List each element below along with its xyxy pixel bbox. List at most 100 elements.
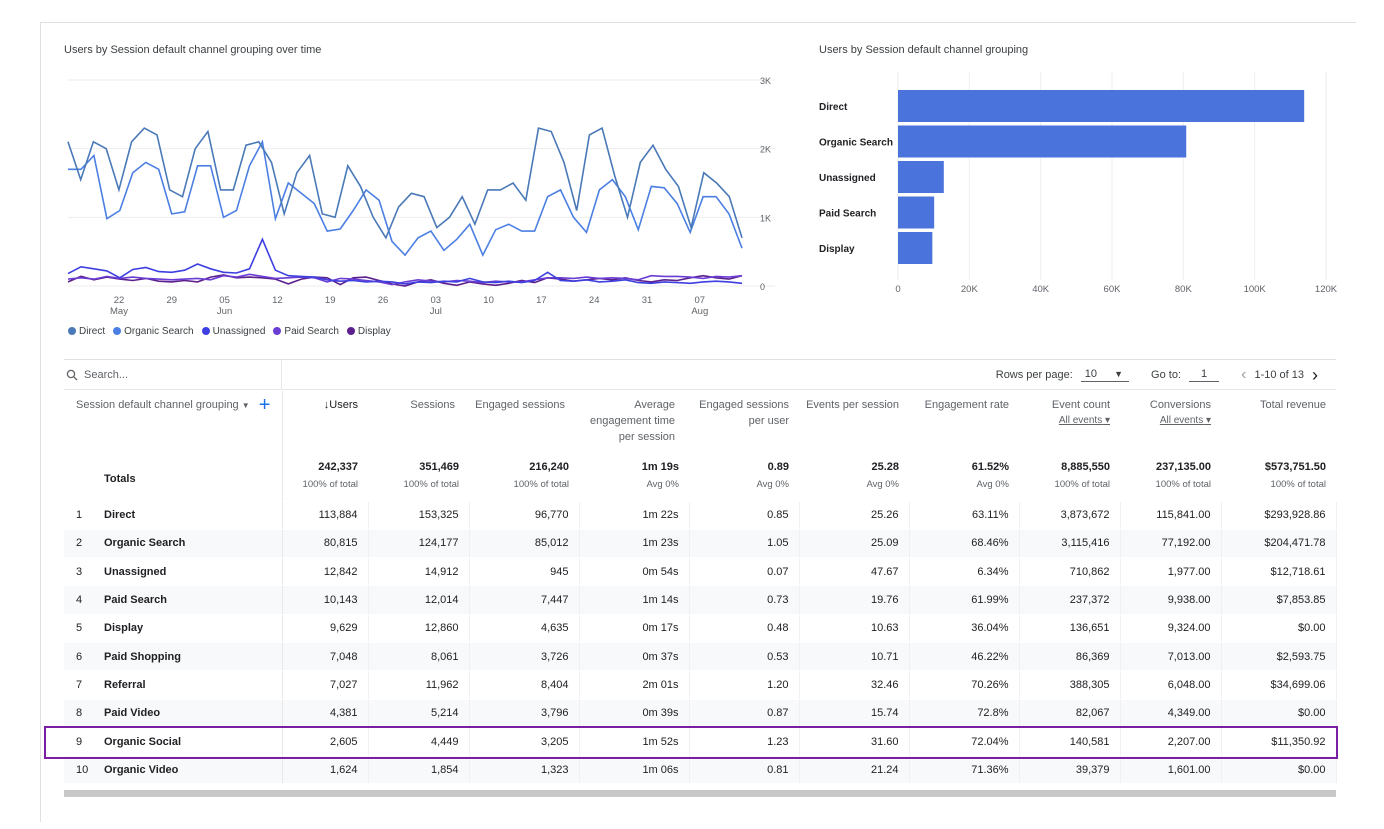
- table-row[interactable]: 1 Direct 113,884 153,325 96,770 1m 22s 0.85 25.…: [64, 501, 1337, 530]
- metric-cell: 1,624: [282, 755, 369, 785]
- legend-dot: [113, 327, 122, 335]
- x-tick-label: 20K: [961, 284, 979, 295]
- total-cell: 351,469 100% of total: [368, 455, 470, 502]
- next-page-icon[interactable]: ›: [1312, 364, 1318, 385]
- legend-item[interactable]: Display: [346, 326, 391, 337]
- channel-name[interactable]: Direct: [100, 501, 283, 530]
- dimension-header[interactable]: Session default channel grouping ▼ +: [64, 391, 283, 455]
- prev-page-icon[interactable]: ‹: [1241, 366, 1247, 383]
- x-tick-day: 24: [589, 295, 600, 306]
- total-cell: 1m 19s Avg 0%: [579, 455, 690, 502]
- goto-input[interactable]: 1: [1189, 368, 1220, 382]
- channel-name[interactable]: Unassigned: [100, 557, 283, 587]
- total-subtext: Avg 0%: [866, 479, 900, 490]
- totals-label: Totals: [64, 455, 283, 502]
- metric-cell: 0.85: [689, 501, 800, 530]
- channel-name[interactable]: Organic Search: [100, 529, 283, 559]
- column-header[interactable]: Engagement rate: [909, 391, 1019, 455]
- metric-cell: 70.26%: [909, 670, 1020, 700]
- y-tick-label: 2K: [760, 145, 771, 155]
- channel-name[interactable]: Display: [100, 614, 283, 643]
- total-cell: 216,240 100% of total: [469, 455, 580, 502]
- column-header[interactable]: Event count All events ▾: [1019, 391, 1120, 455]
- table-row[interactable]: 5 Display 9,629 12,860 4,635 0m 17s 0.48 10.63 3…: [64, 614, 1337, 643]
- table-row[interactable]: 6 Paid Shopping 7,048 8,061 3,726 0m 37s 0.53 1…: [64, 642, 1337, 672]
- total-value: 242,337: [318, 461, 359, 473]
- rows-per-page-value: 10: [1084, 368, 1098, 380]
- legend-label: Display: [357, 326, 391, 337]
- channel-name[interactable]: Referral: [100, 670, 283, 700]
- legend-item[interactable]: Paid Search: [273, 326, 339, 337]
- channel-name[interactable]: Paid Search: [100, 585, 283, 615]
- add-dimension-icon[interactable]: +: [258, 394, 271, 416]
- metric-cell: 10.71: [799, 642, 910, 672]
- total-subtext: 100% of total: [403, 479, 460, 490]
- column-header[interactable]: Engaged sessions per user: [689, 391, 799, 455]
- x-tick-day: 03: [431, 295, 442, 306]
- legend-item[interactable]: Unassigned: [201, 326, 265, 337]
- bar-category-label: Direct: [819, 102, 848, 113]
- search-input[interactable]: Search...: [84, 369, 129, 381]
- total-subtext: Avg 0%: [756, 479, 790, 490]
- metric-cell: 0m 17s: [579, 614, 690, 643]
- channel-name[interactable]: Paid Video: [100, 699, 283, 728]
- metric-filter-dropdown[interactable]: All events ▾: [1058, 415, 1111, 426]
- legend-item[interactable]: Direct: [68, 326, 105, 337]
- column-header[interactable]: ↓Users: [282, 391, 368, 455]
- metric-cell: 1.20: [689, 670, 800, 700]
- metric-cell: $293,928.86: [1221, 501, 1337, 530]
- metric-cell: 72.04%: [909, 727, 1020, 757]
- legend-item[interactable]: Organic Search: [113, 326, 194, 337]
- metric-cell: 21.24: [799, 755, 910, 785]
- table-row[interactable]: 7 Referral 7,027 11,962 8,404 2m 01s 1.20 32.46…: [64, 670, 1337, 700]
- column-header[interactable]: Sessions: [368, 391, 469, 455]
- column-header[interactable]: Total revenue: [1221, 391, 1336, 455]
- column-header[interactable]: Conversions All events ▾: [1120, 391, 1221, 455]
- channel-name[interactable]: Paid Shopping: [100, 642, 283, 672]
- metric-filter-dropdown[interactable]: All events ▾: [1159, 415, 1212, 426]
- metric-cell: 3,726: [469, 642, 580, 672]
- legend-dot: [273, 327, 282, 335]
- table-row[interactable]: 8 Paid Video 4,381 5,214 3,796 0m 39s 0.87 15.7…: [64, 699, 1337, 728]
- column-header[interactable]: Events per session: [799, 391, 909, 455]
- table-row[interactable]: 9 Organic Social 2,605 4,449 3,205 1m 52s 1.23…: [64, 727, 1337, 757]
- metric-cell: 6,048.00: [1120, 670, 1222, 700]
- x-tick-day: 17: [536, 295, 547, 306]
- column-header[interactable]: Average engagement time per session: [579, 391, 689, 455]
- row-index: 6: [64, 642, 100, 672]
- total-value: 216,240: [529, 461, 570, 473]
- line-chart-legend: Direct Organic Search Unassigned Paid Searc…: [68, 326, 391, 337]
- total-value: 8,885,550: [1061, 461, 1111, 473]
- table-row[interactable]: 4 Paid Search 10,143 12,014 7,447 1m 14s 0.73 1…: [64, 585, 1337, 615]
- column-header[interactable]: Engaged sessions: [469, 391, 579, 455]
- x-tick-day: 10: [483, 295, 494, 306]
- metric-cell: 31.60: [799, 727, 910, 757]
- metric-cell: 85,012: [469, 529, 580, 559]
- channel-name[interactable]: Organic Social: [100, 727, 283, 757]
- x-tick-label: 60K: [1104, 284, 1122, 295]
- pagination: Rows per page: 10 ▼ Go to: 1 ‹ 1-10 of 1…: [996, 360, 1318, 390]
- bar-chart-title: Users by Session default channel groupin…: [819, 44, 1029, 56]
- table-row[interactable]: 10 Organic Video 1,624 1,854 1,323 1m 06s 0.81…: [64, 755, 1337, 785]
- rows-per-page-select[interactable]: 10 ▼: [1080, 368, 1130, 382]
- channel-name[interactable]: Organic Video: [100, 755, 283, 785]
- horizontal-scrollbar[interactable]: [64, 790, 1336, 797]
- total-value: 351,469: [419, 461, 460, 473]
- x-tick-label: 40K: [1032, 284, 1050, 295]
- total-subtext: 100% of total: [1155, 479, 1212, 490]
- metric-cell: 10.63: [799, 614, 910, 643]
- metric-cell: 12,014: [368, 585, 470, 615]
- metric-cell: 36.04%: [909, 614, 1020, 643]
- metric-cell: 4,449: [368, 727, 470, 757]
- metric-cell: 3,205: [469, 727, 580, 757]
- metric-cell: 1m 14s: [579, 585, 690, 615]
- table-row[interactable]: 2 Organic Search 80,815 124,177 85,012 1m 23s…: [64, 529, 1337, 559]
- filter-label: All events: [1058, 415, 1103, 426]
- metric-cell: 2,605: [282, 727, 369, 757]
- metric-cell: 82,067: [1019, 699, 1121, 728]
- metric-cell: 1m 52s: [579, 727, 690, 757]
- bar: [898, 125, 1187, 158]
- search-box[interactable]: Search...: [64, 360, 282, 390]
- table-row[interactable]: 3 Unassigned 12,842 14,912 945 0m 54s 0.07 47.6…: [64, 557, 1337, 587]
